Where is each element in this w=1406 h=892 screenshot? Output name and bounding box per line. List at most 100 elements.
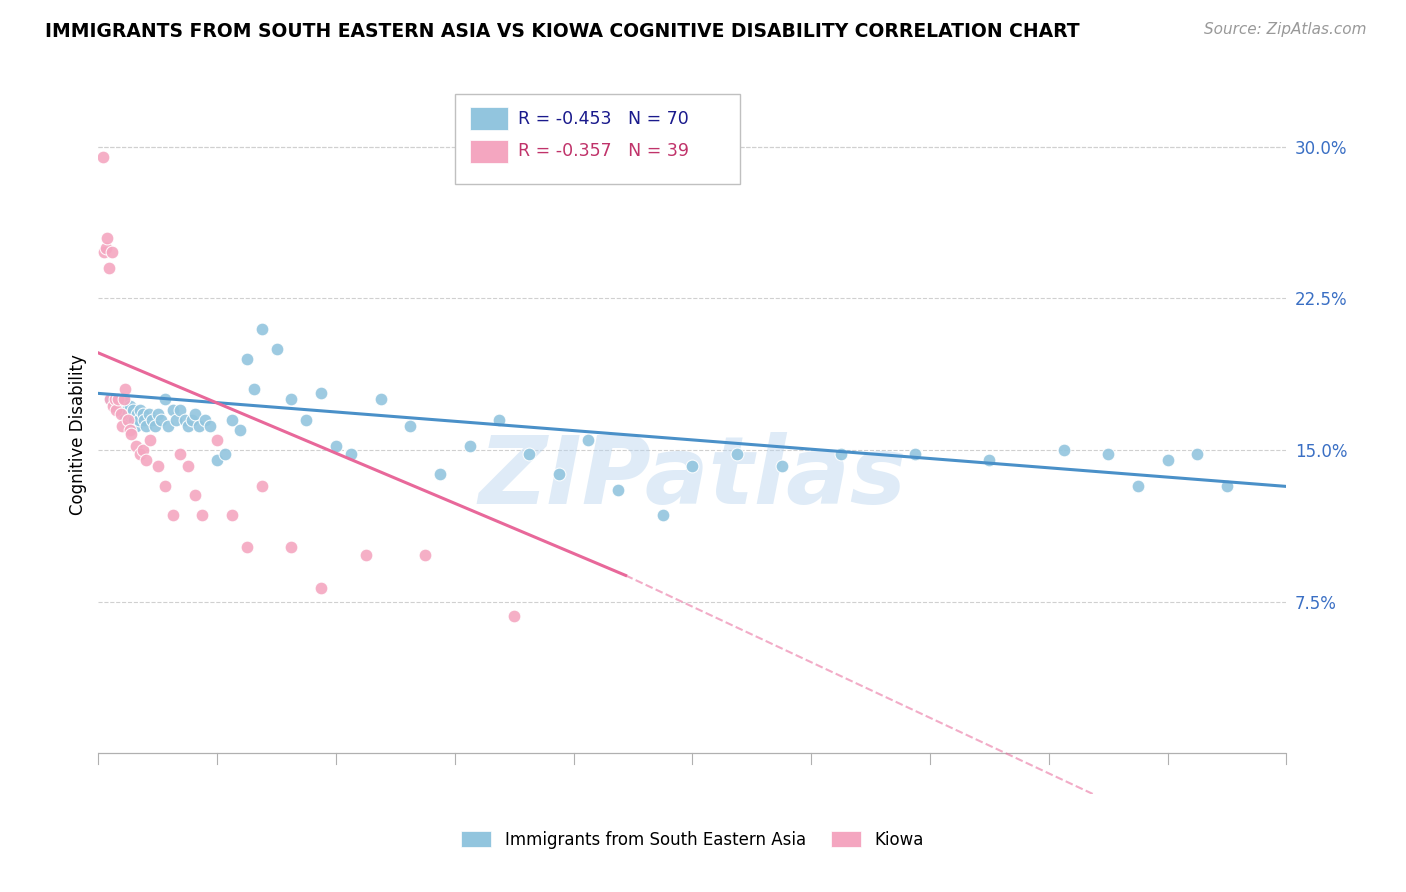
Point — [98, 392, 121, 407]
Point — [115, 402, 138, 417]
Point — [114, 396, 136, 410]
Point — [139, 433, 162, 447]
Point — [103, 399, 125, 413]
Point — [129, 447, 152, 461]
Point — [162, 508, 184, 522]
Point — [96, 230, 118, 244]
Point — [228, 423, 250, 437]
Point — [169, 447, 191, 461]
Point — [94, 241, 117, 255]
Point — [121, 402, 143, 417]
Point — [117, 412, 139, 426]
Point — [114, 382, 136, 396]
Text: ZIPatlas: ZIPatlas — [478, 432, 907, 524]
Point — [1126, 479, 1149, 493]
Point — [184, 407, 207, 421]
Point — [157, 418, 180, 433]
Point — [138, 407, 160, 421]
Point — [135, 418, 157, 433]
Point — [176, 459, 198, 474]
Point — [91, 150, 114, 164]
Point — [503, 608, 526, 623]
Point — [134, 412, 156, 426]
Text: R = -0.453   N = 70: R = -0.453 N = 70 — [517, 110, 689, 128]
Point — [770, 459, 793, 474]
Point — [830, 447, 852, 461]
Point — [101, 244, 124, 259]
Point — [429, 467, 451, 482]
Point — [132, 407, 155, 421]
Point — [120, 407, 142, 421]
FancyBboxPatch shape — [470, 140, 509, 162]
Text: Source: ZipAtlas.com: Source: ZipAtlas.com — [1204, 22, 1367, 37]
Point — [194, 412, 217, 426]
Point — [325, 439, 347, 453]
Point — [280, 540, 302, 554]
Point — [904, 447, 927, 461]
Point — [214, 447, 236, 461]
Point — [128, 412, 150, 426]
Point — [681, 459, 703, 474]
Point — [165, 412, 187, 426]
Point — [111, 418, 134, 433]
Point — [205, 433, 228, 447]
Point — [124, 418, 146, 433]
Point — [184, 487, 207, 501]
Y-axis label: Cognitive Disability: Cognitive Disability — [69, 354, 87, 516]
Point — [104, 392, 127, 407]
Point — [141, 412, 163, 426]
Point — [181, 412, 204, 426]
Point — [132, 443, 155, 458]
Legend: Immigrants from South Eastern Asia, Kiowa: Immigrants from South Eastern Asia, Kiow… — [457, 826, 928, 854]
Point — [340, 447, 363, 461]
Point — [354, 548, 377, 562]
Point — [266, 342, 288, 356]
Point — [149, 412, 172, 426]
Point — [1156, 453, 1178, 467]
Point — [191, 508, 214, 522]
FancyBboxPatch shape — [456, 94, 740, 184]
Point — [173, 412, 195, 426]
Point — [250, 321, 273, 335]
Point — [120, 426, 142, 441]
Text: R = -0.357   N = 39: R = -0.357 N = 39 — [517, 142, 689, 161]
FancyBboxPatch shape — [470, 107, 509, 130]
Point — [112, 392, 135, 407]
Point — [122, 412, 145, 426]
Point — [979, 453, 1001, 467]
Point — [93, 244, 115, 259]
Point — [1187, 447, 1209, 461]
Text: 80.0%: 80.0% — [1234, 891, 1286, 892]
Point — [105, 402, 128, 417]
Point — [107, 392, 129, 407]
Point — [280, 392, 302, 407]
Point — [488, 412, 510, 426]
Point — [370, 392, 392, 407]
Point — [110, 407, 132, 421]
Point — [236, 351, 259, 366]
Point — [243, 382, 266, 396]
Point — [547, 467, 569, 482]
Point — [98, 392, 121, 407]
Point — [118, 399, 141, 413]
Point — [135, 453, 157, 467]
Point — [117, 412, 139, 426]
Point — [146, 407, 169, 421]
Point — [578, 433, 600, 447]
Point — [221, 508, 243, 522]
Point — [146, 459, 169, 474]
Point — [309, 581, 332, 595]
Point — [607, 483, 630, 498]
Point — [125, 407, 148, 421]
Point — [169, 402, 191, 417]
Point — [458, 439, 481, 453]
Point — [162, 402, 184, 417]
Point — [112, 407, 135, 421]
Point — [205, 453, 228, 467]
Point — [725, 447, 748, 461]
Point — [250, 479, 273, 493]
Point — [1097, 447, 1119, 461]
Point — [399, 418, 422, 433]
Point — [129, 402, 152, 417]
Point — [295, 412, 318, 426]
